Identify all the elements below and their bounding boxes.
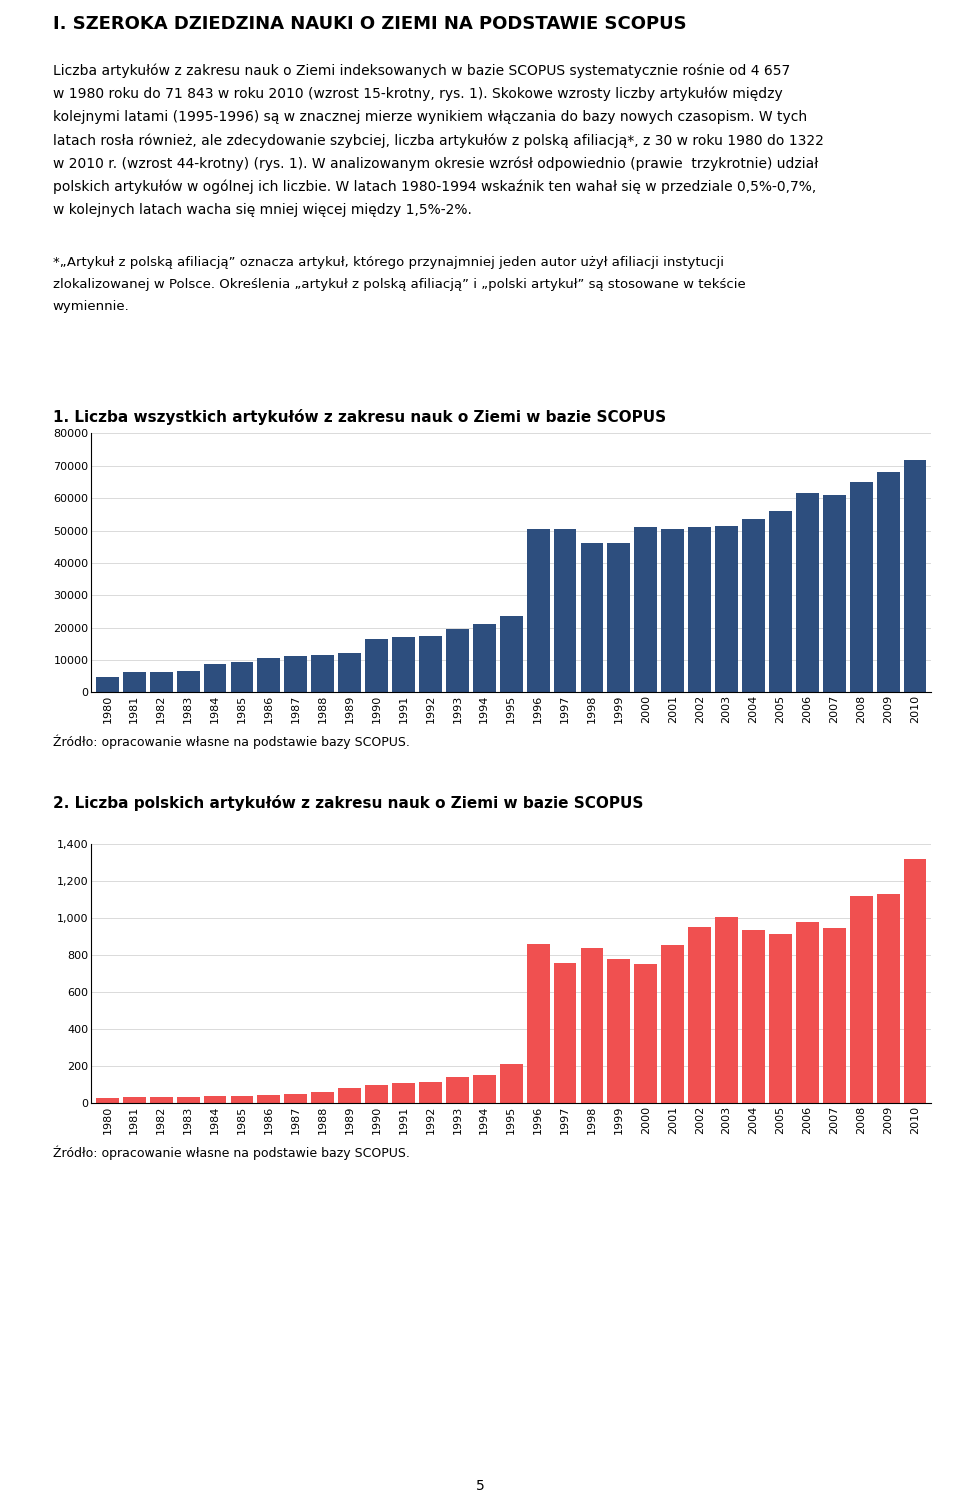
Text: 2. Liczba polskich artykułów z zakresu nauk o Ziemi w bazie SCOPUS: 2. Liczba polskich artykułów z zakresu n… (53, 795, 643, 811)
Bar (688, 527, 711, 692)
Bar (635, 527, 658, 692)
Bar (419, 1082, 442, 1103)
Bar (688, 927, 711, 1103)
Text: Liczba artykułów z zakresu nauk o Ziemi indeksowanych w bazie SCOPUS systematycz: Liczba artykułów z zakresu nauk o Ziemi … (53, 63, 790, 78)
Bar (311, 655, 334, 692)
Bar (204, 1096, 227, 1103)
Text: Źródło: opracowanie własne na podstawie bazy SCOPUS.: Źródło: opracowanie własne na podstawie … (53, 734, 410, 749)
Bar (365, 640, 388, 692)
Bar (500, 1064, 522, 1103)
Bar (392, 637, 415, 692)
Bar (96, 1097, 119, 1103)
Bar (204, 664, 227, 692)
Bar (230, 662, 253, 692)
Bar (473, 1075, 495, 1103)
Bar (608, 959, 631, 1103)
Bar (715, 525, 738, 692)
Bar (742, 519, 765, 692)
Bar (608, 543, 631, 692)
Bar (769, 512, 792, 692)
Bar (581, 543, 604, 692)
Bar (230, 1096, 253, 1103)
Bar (177, 1097, 200, 1103)
Bar (338, 653, 361, 692)
Bar (123, 673, 146, 692)
Bar (96, 677, 119, 692)
Bar (392, 1082, 415, 1103)
Bar (823, 927, 846, 1103)
Bar (850, 482, 873, 692)
Bar (581, 948, 604, 1103)
Bar (796, 494, 819, 692)
Bar (850, 895, 873, 1103)
Bar (338, 1088, 361, 1103)
Bar (150, 1097, 173, 1103)
Text: I. SZEROKA DZIEDZINA NAUKI O ZIEMI NA PODSTAWIE SCOPUS: I. SZEROKA DZIEDZINA NAUKI O ZIEMI NA PO… (53, 15, 686, 33)
Bar (419, 635, 442, 692)
Bar (473, 625, 495, 692)
Text: w kolejnych latach wacha się mniej więcej między 1,5%-2%.: w kolejnych latach wacha się mniej więce… (53, 203, 471, 217)
Text: zlokalizowanej w Polsce. Określenia „artykuł z polską afiliacją” i „polski artyk: zlokalizowanej w Polsce. Określenia „art… (53, 278, 746, 290)
Bar (742, 930, 765, 1103)
Bar (123, 1097, 146, 1103)
Text: Źródło: opracowanie własne na podstawie bazy SCOPUS.: Źródło: opracowanie własne na podstawie … (53, 1145, 410, 1160)
Bar (527, 944, 549, 1103)
Bar (500, 616, 522, 692)
Bar (311, 1093, 334, 1103)
Bar (257, 658, 280, 692)
Bar (635, 965, 658, 1103)
Text: w 1980 roku do 71 843 w roku 2010 (wzrost 15-krotny, rys. 1). Skokowe wzrosty li: w 1980 roku do 71 843 w roku 2010 (wzros… (53, 86, 782, 101)
Bar (876, 473, 900, 692)
Bar (796, 923, 819, 1103)
Bar (554, 963, 577, 1103)
Bar (257, 1094, 280, 1103)
Bar (903, 461, 926, 692)
Text: wymiennie.: wymiennie. (53, 301, 130, 313)
Bar (554, 528, 577, 692)
Text: 1. Liczba wszystkich artykułów z zakresu nauk o Ziemi w bazie SCOPUS: 1. Liczba wszystkich artykułów z zakresu… (53, 409, 666, 426)
Bar (150, 671, 173, 692)
Text: 5: 5 (475, 1479, 485, 1493)
Bar (445, 1078, 468, 1103)
Bar (769, 935, 792, 1103)
Text: latach rosła również, ale zdecydowanie szybciej, liczba artykułów z polską afili: latach rosła również, ale zdecydowanie s… (53, 134, 824, 147)
Text: polskich artykułów w ogólnej ich liczbie. W latach 1980-1994 wskaźnik ten wahał : polskich artykułów w ogólnej ich liczbie… (53, 181, 816, 194)
Bar (445, 629, 468, 692)
Bar (177, 671, 200, 692)
Bar (284, 656, 307, 692)
Text: kolejnymi latami (1995-1996) są w znacznej mierze wynikiem włączania do bazy now: kolejnymi latami (1995-1996) są w znaczn… (53, 110, 807, 123)
Text: *„Artykuł z polską afiliacją” oznacza artykuł, którego przynajmniej jeden autor : *„Artykuł z polską afiliacją” oznacza ar… (53, 256, 724, 269)
Bar (527, 528, 549, 692)
Bar (823, 495, 846, 692)
Bar (365, 1085, 388, 1103)
Bar (661, 945, 684, 1103)
Text: w 2010 r. (wzrost 44-krotny) (rys. 1). W analizowanym okresie wzrósł odpowiednio: w 2010 r. (wzrost 44-krotny) (rys. 1). W… (53, 157, 818, 172)
Bar (903, 859, 926, 1103)
Bar (284, 1094, 307, 1103)
Bar (715, 918, 738, 1103)
Bar (661, 528, 684, 692)
Bar (876, 894, 900, 1103)
